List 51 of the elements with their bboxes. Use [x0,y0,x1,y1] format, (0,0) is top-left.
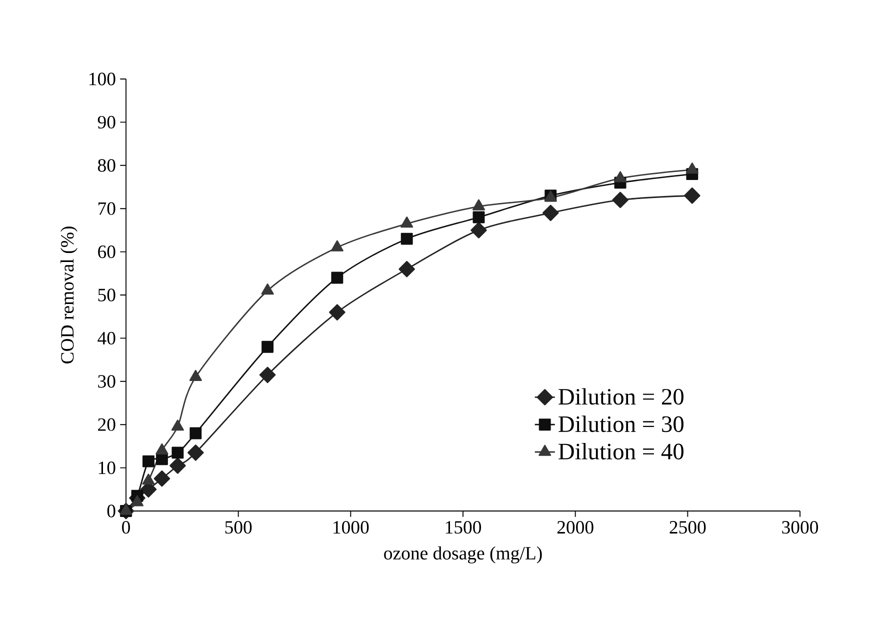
point [330,240,344,252]
y-tick-label: 80 [98,159,116,172]
point [331,272,344,284]
point [612,192,628,208]
point [190,427,202,440]
point [172,446,184,459]
x-tick-label: 2000 [557,521,594,534]
y-tick-label: 20 [98,418,116,431]
x-tick-label: 1000 [334,521,369,534]
y-tick-label: 100 [90,72,116,86]
point [400,216,414,228]
x-tick-label: 0 [122,521,130,534]
x-tick-label: 500 [225,521,252,534]
x-tick-label: 2500 [670,521,706,534]
point [171,420,184,431]
point [398,260,415,278]
y-tick-label: 60 [98,245,116,258]
point [472,211,485,224]
point [170,457,186,474]
point [261,284,274,295]
legend-label: Dilution = 20 [558,388,684,405]
point [472,199,486,210]
point [142,455,154,468]
y-tick-label: 40 [98,332,116,345]
y-axis-title: COD removal (%) [60,226,78,364]
point [142,474,155,485]
point [262,340,274,353]
point [470,222,487,238]
x-tick-label: 3000 [782,521,818,534]
point [329,304,346,320]
point [130,495,144,506]
x-axis-title: ozone dosage (mg/L) [384,546,542,564]
point [542,204,559,222]
y-tick-label: 90 [98,116,116,129]
legend-label: Dilution = 30 [558,416,684,432]
point [154,470,170,487]
y-tick-label: 70 [98,202,116,215]
legend-label: Dilution = 40 [558,442,684,460]
y-tick-label: 10 [98,461,116,474]
y-tick-label: 30 [98,375,116,388]
x-tick-label: 1500 [446,521,482,534]
point [156,443,168,454]
point [686,162,698,174]
point [400,232,413,245]
point [614,171,627,182]
point [187,444,204,461]
point [684,187,700,204]
y-tick-label: 0 [107,504,116,518]
y-tick-label: 50 [98,288,116,302]
point [259,366,276,384]
point [189,370,202,382]
